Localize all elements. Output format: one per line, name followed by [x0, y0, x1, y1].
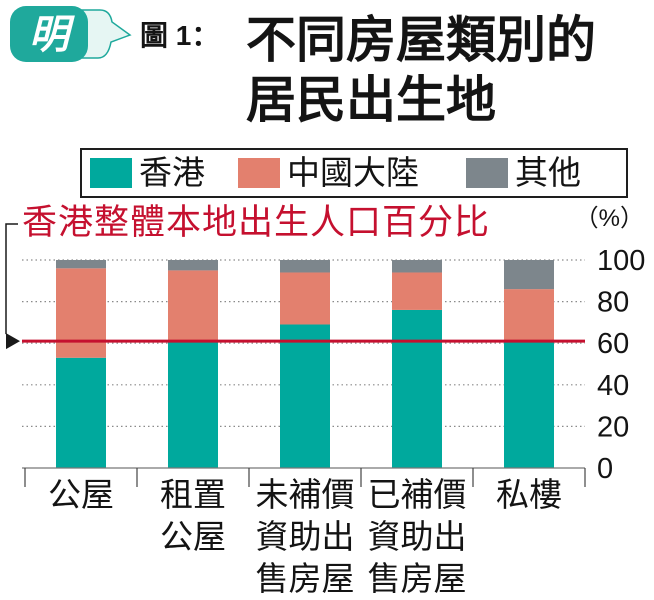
y-tick-label: 0: [597, 453, 613, 485]
x-tick-label: 私樓: [496, 476, 562, 513]
x-tick-label: 租置公屋: [160, 476, 226, 555]
legend-swatch: [238, 158, 280, 188]
bar-segment-s2-c1: [168, 260, 218, 271]
reference-bracket: [5, 223, 18, 335]
x-tick-label: 未補價資助出售房屋: [255, 476, 355, 597]
bar-segment-s1-c4: [504, 289, 554, 342]
logo-badge: [10, 6, 88, 62]
ming-pao-logo: 明: [10, 6, 132, 62]
legend-label: 其他: [515, 154, 581, 191]
bar-segment-s0-c3: [392, 309, 442, 468]
bar-segment-s1-c2: [280, 272, 330, 325]
bar-segment-s0-c1: [168, 341, 218, 468]
bar-segment-s2-c0: [56, 260, 106, 269]
legend-item-other: 其他: [466, 154, 581, 191]
bar-segment-s2-c3: [392, 260, 442, 273]
bar-segment-s1-c3: [392, 272, 442, 310]
y-tick-label: 80: [597, 287, 629, 319]
legend: 香港 中國大陸 其他: [80, 148, 628, 198]
legend-label: 中國大陸: [287, 154, 419, 191]
bar-segment-s2-c4: [504, 260, 554, 290]
x-tick-label: 已補價資助出售房屋: [367, 476, 467, 597]
reference-arrow: [6, 333, 20, 350]
legend-label: 香港: [139, 154, 205, 191]
bar-segment-s0-c2: [280, 324, 330, 468]
chart-title: 不同房屋類別的居民出生地: [246, 12, 596, 128]
figure-label: 圖 1：: [140, 20, 220, 51]
y-axis-unit-label: （%）: [574, 205, 644, 232]
y-tick-label: 20: [597, 411, 629, 443]
reference-line-label: 香港整體本地出生人口百分比: [22, 203, 491, 242]
bar-segment-s1-c0: [56, 268, 106, 358]
bar-segment-s0-c4: [504, 341, 554, 468]
legend-item-mainland-china: 中國大陸: [238, 154, 419, 191]
legend-swatch: [466, 158, 508, 188]
bar-segment-s0-c0: [56, 357, 106, 468]
bar-segment-s1-c1: [168, 270, 218, 342]
x-tick-label: 公屋: [48, 476, 114, 513]
bar-segment-s2-c2: [280, 260, 330, 273]
y-tick-label: 60: [597, 328, 629, 360]
y-tick-label: 40: [597, 370, 629, 402]
legend-item-hong-kong: 香港: [90, 154, 205, 191]
logo-text: 明: [29, 13, 75, 57]
legend-swatch: [90, 158, 132, 188]
y-tick-label: 100: [597, 245, 645, 277]
